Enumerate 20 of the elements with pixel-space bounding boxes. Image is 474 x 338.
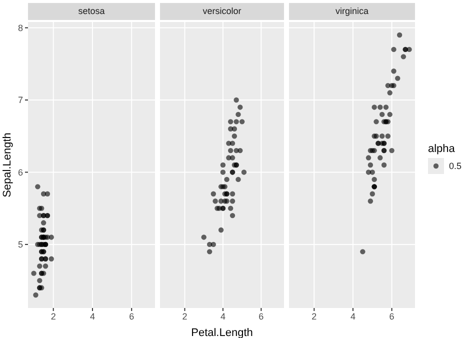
x-tick-label: 4 — [220, 311, 226, 322]
x-axis-title: Petal.Length — [190, 327, 254, 338]
x-tick-label: 2 — [312, 311, 317, 322]
legend-title: alpha — [428, 143, 456, 155]
chart-title: setosa — [28, 3, 155, 20]
chart-title: versicolor — [160, 3, 284, 20]
y-tick-label: 6 — [18, 167, 23, 178]
y-tick-label: 5 — [18, 240, 23, 250]
x-tick-label: 4 — [90, 311, 95, 322]
x-tick-label: 6 — [389, 311, 394, 322]
y-tick-label: 8 — [18, 22, 23, 33]
x-tick-label: 4 — [350, 311, 356, 322]
chart-title: virginica — [289, 3, 415, 20]
x-tick-label: 6 — [129, 311, 134, 322]
y-axis-title: Sepal.Length — [1, 132, 13, 198]
x-tick-label: 6 — [258, 311, 264, 322]
legend-label: 0.5 — [449, 161, 462, 171]
x-tick-label: 2 — [50, 311, 56, 322]
x-tick-label: 2 — [182, 311, 188, 322]
y-tick-label: 7 — [18, 95, 23, 106]
